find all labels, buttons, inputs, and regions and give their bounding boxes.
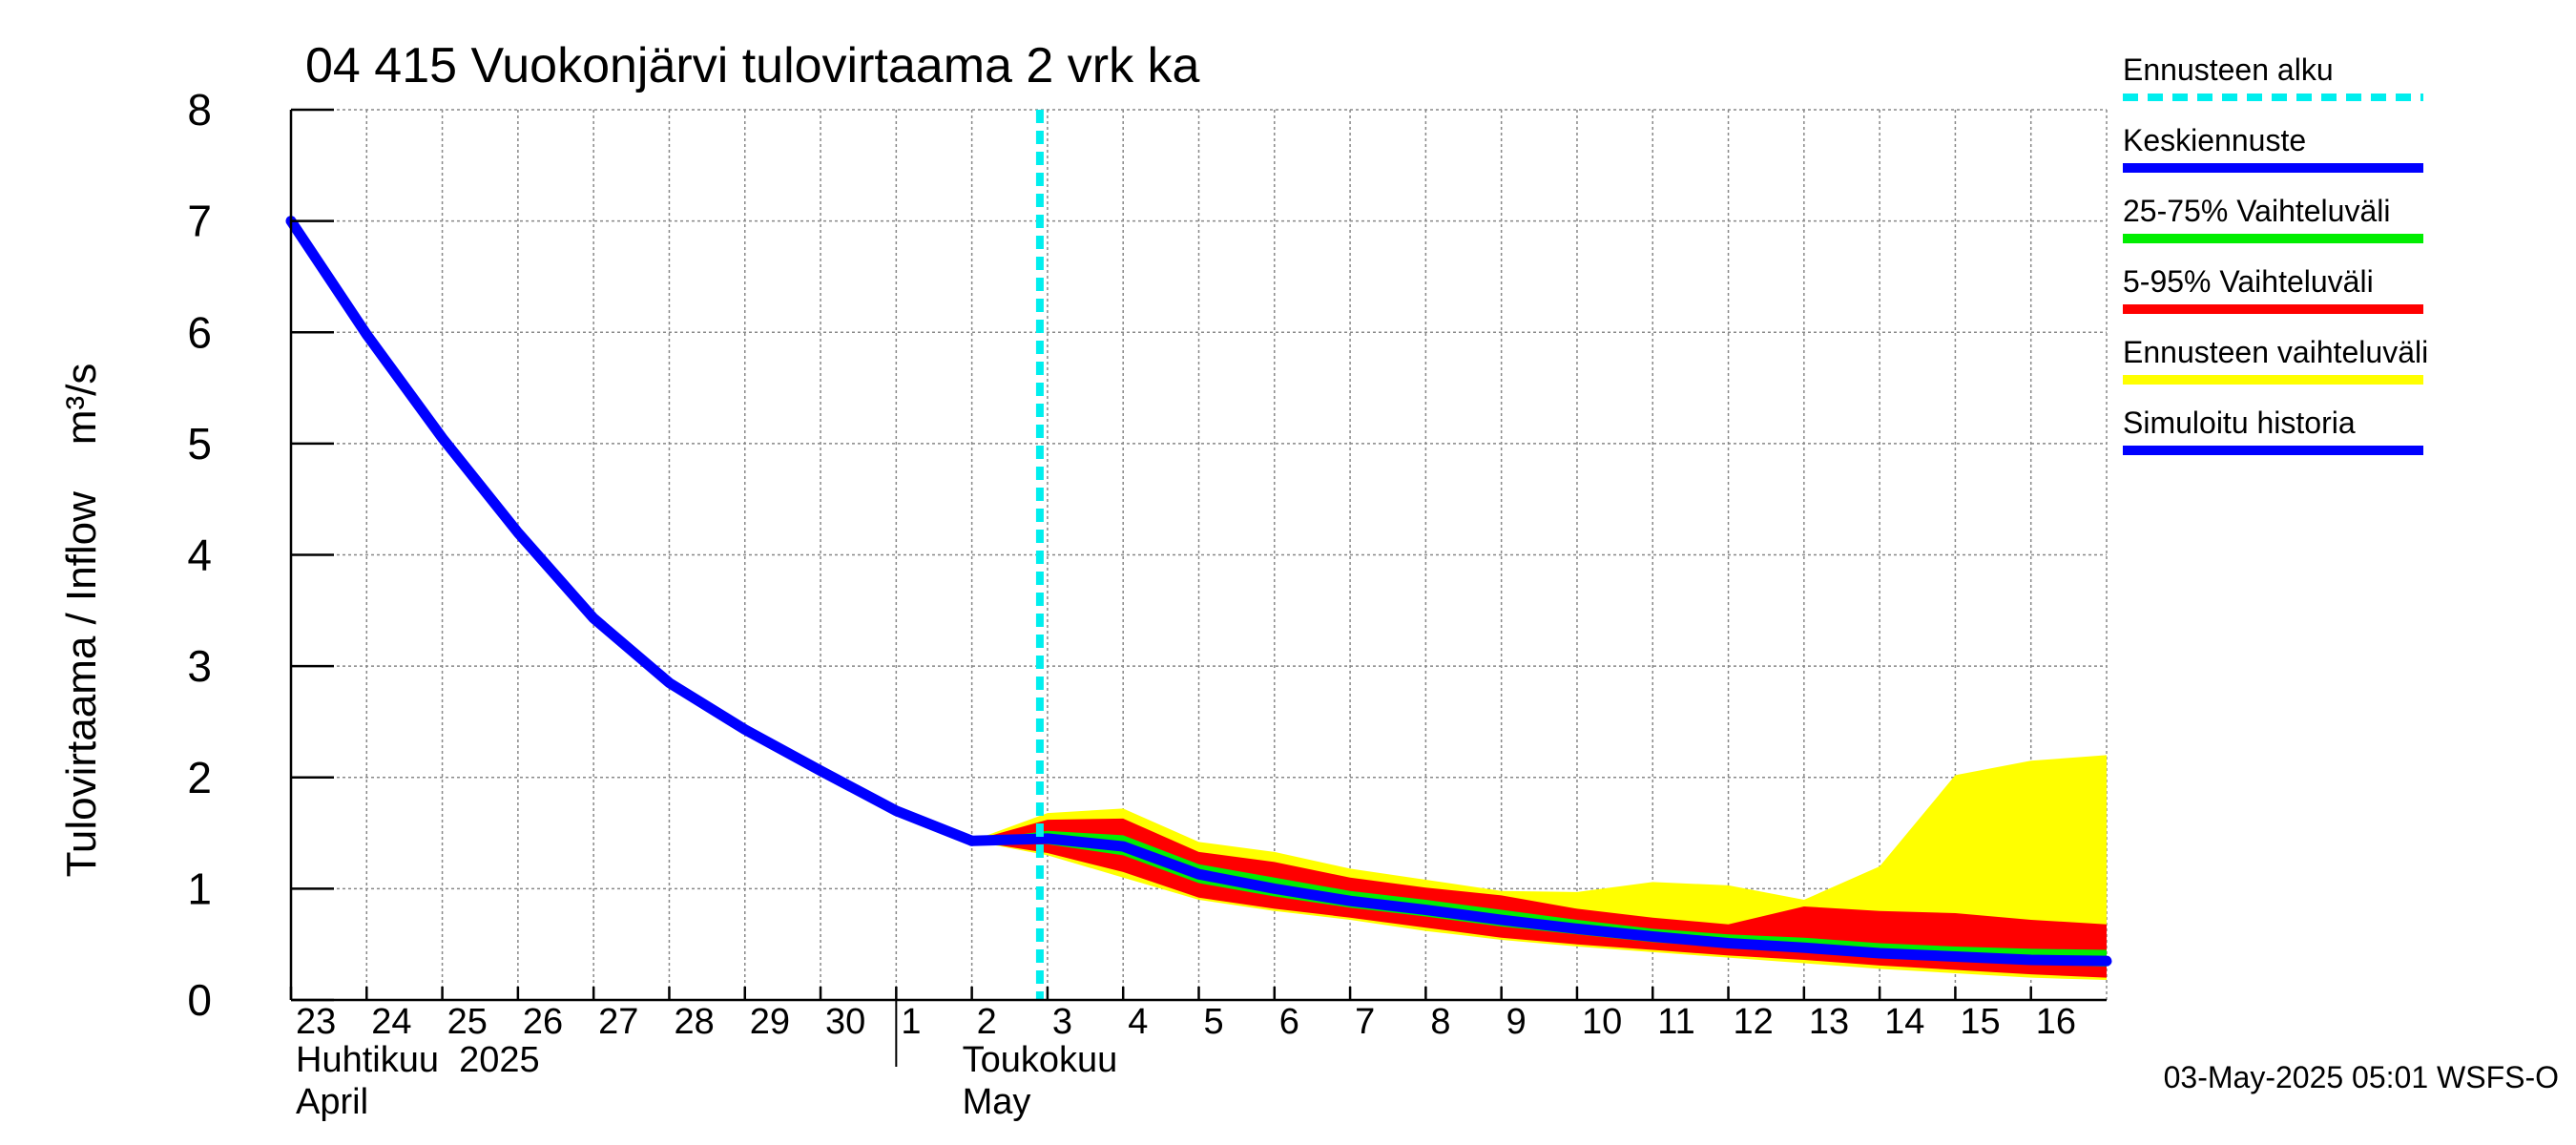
simulated-history-line [285, 216, 978, 846]
legend-label-p25-75: 25-75% Vaihteluväli [2123, 194, 2390, 228]
x-tick-label: 6 [1279, 1002, 1299, 1042]
month-label-april-en: April [296, 1082, 368, 1122]
x-tick-label: 10 [1582, 1002, 1622, 1042]
legend: Ennusteen alku Keskiennuste 25-75% Vaiht… [2123, 52, 2428, 455]
x-tick-label: 2 [977, 1002, 997, 1042]
axes [289, 108, 2107, 1067]
month-labels: Huhtikuu 2025 April Toukokuu May [296, 1040, 1117, 1122]
y-tick-label: 2 [187, 753, 212, 802]
x-tick-label: 11 [1657, 1002, 1694, 1042]
month-label-april-fi: Huhtikuu 2025 [296, 1040, 540, 1080]
x-tick-label: 28 [674, 1002, 714, 1042]
x-tick-label: 4 [1128, 1002, 1148, 1042]
x-tick-label: 9 [1506, 1002, 1527, 1042]
y-tick-label: 3 [187, 641, 212, 691]
x-tick-label: 30 [825, 1002, 865, 1042]
grid-lines [291, 109, 2108, 1000]
x-tick-label: 8 [1430, 1002, 1450, 1042]
x-tick-label: 12 [1734, 1002, 1774, 1042]
y-tick-label: 4 [187, 531, 212, 580]
x-tick-label: 23 [296, 1002, 336, 1042]
x-tick-label: 27 [598, 1002, 638, 1042]
legend-label-ensemble: Ennusteen vaihteluväli [2123, 335, 2428, 369]
month-label-may-en: May [963, 1082, 1031, 1122]
legend-label-median: Keskiennuste [2123, 123, 2306, 157]
x-tick-label: 7 [1355, 1002, 1375, 1042]
x-tick-label: 29 [750, 1002, 790, 1042]
x-tick-label: 5 [1204, 1002, 1224, 1042]
median-forecast-line [966, 833, 2112, 967]
y-axis-label: Tulovirtaama / Inflow m³/s [58, 364, 105, 878]
x-tick-label: 24 [371, 1002, 411, 1042]
x-tick-label: 15 [1960, 1002, 2000, 1042]
month-label-may-fi: Toukokuu [963, 1040, 1118, 1080]
x-tick-label: 3 [1052, 1002, 1072, 1042]
legend-label-forecast-start: Ennusteen alku [2123, 52, 2334, 87]
x-tick-label: 14 [1884, 1002, 1924, 1042]
x-tick-label: 25 [447, 1002, 488, 1042]
x-tick-label: 16 [2036, 1002, 2076, 1042]
footer-timestamp: 03-May-2025 05:01 WSFS-O [2164, 1060, 2559, 1094]
y-tick-label: 1 [187, 864, 212, 913]
chart-title: 04 415 Vuokonjärvi tulovirtaama 2 vrk ka [305, 38, 1200, 94]
legend-label-history: Simuloitu historia [2123, 406, 2356, 440]
x-tick-label: 13 [1809, 1002, 1849, 1042]
x-tick-label: 1 [901, 1002, 921, 1042]
legend-label-p5-95: 5-95% Vaihteluväli [2123, 264, 2374, 299]
data-lines [285, 110, 2112, 1000]
y-tick-label: 8 [187, 85, 212, 135]
y-tick-label: 5 [187, 419, 212, 468]
y-tick-label: 6 [187, 307, 212, 357]
y-tick-label: 7 [187, 197, 212, 246]
y-tick-label: 0 [187, 975, 212, 1025]
x-tick-label: 26 [523, 1002, 563, 1042]
p5-95-band [971, 818, 2107, 978]
